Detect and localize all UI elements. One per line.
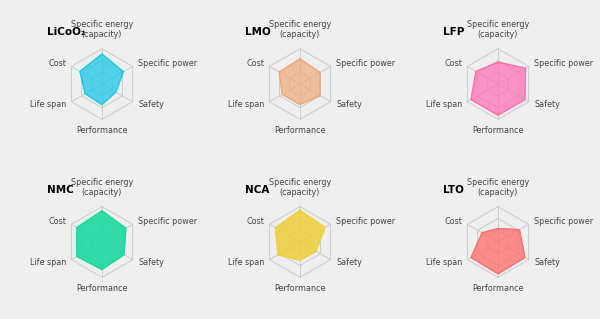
Text: Safety: Safety — [336, 258, 362, 267]
Text: Safety: Safety — [534, 100, 560, 109]
Text: Specific energy
(capacity): Specific energy (capacity) — [269, 178, 331, 197]
Text: Performance: Performance — [76, 126, 128, 135]
Text: Life span: Life span — [29, 100, 66, 109]
Text: Cost: Cost — [246, 59, 264, 68]
Text: Specific power: Specific power — [534, 217, 593, 226]
Text: Cost: Cost — [246, 217, 264, 226]
Text: Performance: Performance — [472, 284, 524, 293]
Text: Life span: Life span — [227, 258, 264, 267]
Text: Safety: Safety — [138, 100, 164, 109]
Text: Specific energy
(capacity): Specific energy (capacity) — [467, 20, 529, 39]
Text: Specific energy
(capacity): Specific energy (capacity) — [269, 20, 331, 39]
Text: Performance: Performance — [274, 126, 326, 135]
Text: Specific power: Specific power — [336, 217, 395, 226]
Text: Cost: Cost — [444, 217, 462, 226]
Text: LTO: LTO — [443, 185, 464, 195]
Polygon shape — [275, 210, 325, 260]
Text: Specific energy
(capacity): Specific energy (capacity) — [71, 178, 133, 197]
Text: Specific power: Specific power — [534, 59, 593, 68]
Text: Safety: Safety — [138, 258, 164, 267]
Text: LMO: LMO — [245, 27, 271, 37]
Polygon shape — [471, 228, 525, 274]
Text: Performance: Performance — [472, 126, 524, 135]
Polygon shape — [279, 59, 320, 105]
Text: Specific power: Specific power — [138, 217, 197, 226]
Text: NMC: NMC — [47, 185, 74, 195]
Text: LiCoO₂: LiCoO₂ — [47, 27, 86, 37]
Text: Safety: Safety — [534, 258, 560, 267]
Text: Cost: Cost — [48, 59, 66, 68]
Text: LFP: LFP — [443, 27, 464, 37]
Text: Life span: Life span — [425, 258, 462, 267]
Text: Specific power: Specific power — [336, 59, 395, 68]
Text: Performance: Performance — [76, 284, 128, 293]
Polygon shape — [471, 62, 526, 115]
Text: Specific energy
(capacity): Specific energy (capacity) — [71, 20, 133, 39]
Text: Life span: Life span — [29, 258, 66, 267]
Text: Cost: Cost — [48, 217, 66, 226]
Text: Specific power: Specific power — [138, 59, 197, 68]
Text: Performance: Performance — [274, 284, 326, 293]
Text: Safety: Safety — [336, 100, 362, 109]
Polygon shape — [77, 211, 126, 270]
Text: NCA: NCA — [245, 185, 269, 195]
Text: Life span: Life span — [425, 100, 462, 109]
Text: Cost: Cost — [444, 59, 462, 68]
Text: Specific energy
(capacity): Specific energy (capacity) — [467, 178, 529, 197]
Polygon shape — [80, 54, 124, 105]
Text: Life span: Life span — [227, 100, 264, 109]
